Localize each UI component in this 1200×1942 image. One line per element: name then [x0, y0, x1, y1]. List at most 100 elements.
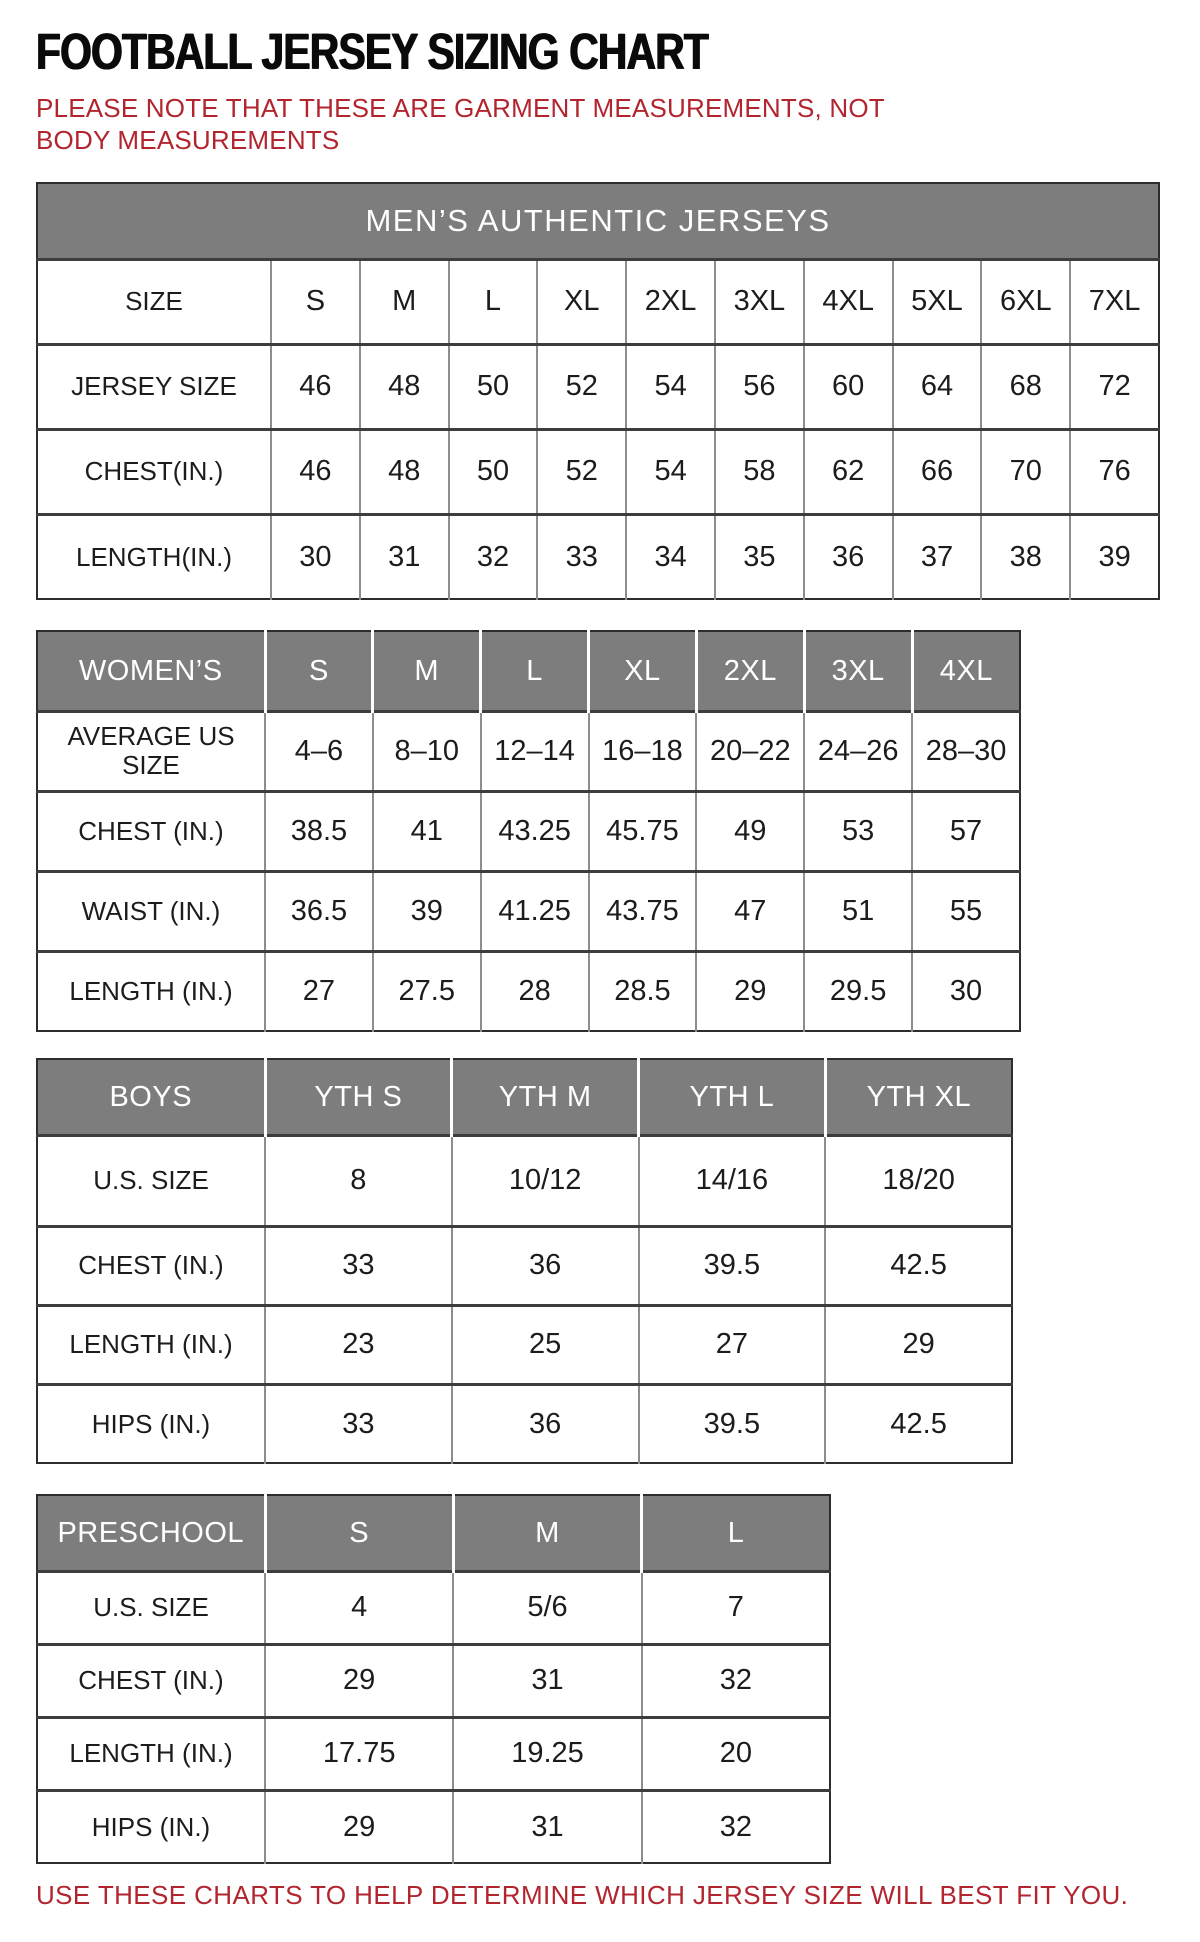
value-cell: 33 [536, 514, 627, 600]
value-cell: 32 [640, 1790, 830, 1864]
value-cell: 35 [713, 514, 804, 600]
value-cell: 48 [358, 429, 449, 515]
value-cell: 33 [264, 1226, 452, 1306]
value-cell: 58 [713, 429, 804, 515]
table-row: U.S. SIZE 8 10/12 14/16 18/20 [37, 1135, 1012, 1227]
value-cell: 29 [824, 1305, 1012, 1385]
value-cell: 48 [358, 344, 449, 430]
table-row: CHEST (IN.) 38.5 41 43.25 45.75 49 53 57 [37, 791, 1020, 872]
value-cell: 37 [891, 514, 982, 600]
value-cell: 54 [625, 344, 715, 430]
boys-header-label: BOYS [37, 1059, 265, 1136]
value-cell: 39 [371, 871, 481, 952]
table-row: U.S. SIZE 4 5/6 7 [37, 1571, 830, 1645]
table-header-row: WOMEN’S S M L XL 2XL 3XL 4XL [37, 631, 1020, 712]
value-cell: 4–6 [264, 711, 373, 792]
value-cell: 43.75 [587, 871, 697, 952]
value-cell: 68 [980, 344, 1071, 430]
row-label: JERSEY SIZE [71, 371, 237, 402]
value-cell: 10/12 [450, 1135, 639, 1227]
column-header: 4XL [910, 631, 1020, 712]
value-cell: 16–18 [587, 711, 697, 792]
value-cell: 60 [802, 344, 893, 430]
value-cell: M [358, 259, 449, 345]
column-header: 2XL [694, 631, 805, 712]
mens-banner: MEN’S AUTHENTIC JERSEYS [37, 183, 1159, 260]
row-label: U.S. SIZE [93, 1592, 209, 1623]
value-cell: 5/6 [452, 1571, 642, 1645]
value-cell: 20 [640, 1717, 830, 1791]
value-cell: 19.25 [452, 1717, 642, 1791]
value-cell: 55 [911, 871, 1020, 952]
value-cell: 24–26 [803, 711, 913, 792]
value-cell: 33 [264, 1384, 452, 1464]
value-cell: 51 [803, 871, 913, 952]
row-label: LENGTH (IN.) [69, 1738, 233, 1769]
value-cell: 3XL [713, 259, 804, 345]
table-row: WAIST (IN.) 36.5 39 41.25 43.75 47 51 55 [37, 871, 1020, 952]
value-cell: 8 [264, 1135, 452, 1227]
value-cell: 28 [479, 951, 589, 1032]
mens-table: MEN’S AUTHENTIC JERSEYS SIZE S M L XL 2X… [36, 182, 1160, 601]
value-cell: 27 [637, 1305, 826, 1385]
value-cell: 4XL [802, 259, 893, 345]
column-header: S [263, 1495, 454, 1572]
value-cell: 64 [891, 344, 982, 430]
value-cell: 31 [452, 1644, 642, 1718]
column-header: 3XL [802, 631, 913, 712]
value-cell: 36.5 [264, 871, 373, 952]
column-header: YTH M [450, 1059, 639, 1136]
value-cell: 32 [640, 1644, 830, 1718]
value-cell: 2XL [625, 259, 715, 345]
row-label: U.S. SIZE [93, 1165, 209, 1196]
value-cell: 6XL [980, 259, 1071, 345]
value-cell: 39.5 [637, 1384, 826, 1464]
row-label: LENGTH (IN.) [69, 1329, 233, 1360]
table-row: JERSEY SIZE 46 48 50 52 54 56 60 64 68 7… [37, 344, 1159, 430]
column-header: L [479, 631, 589, 712]
value-cell: 28.5 [587, 951, 697, 1032]
value-cell: 66 [891, 429, 982, 515]
value-cell: 29.5 [803, 951, 913, 1032]
table-header-row: PRESCHOOL S M L [37, 1495, 830, 1572]
table-row: HIPS (IN.) 29 31 32 [37, 1790, 830, 1864]
value-cell: 46 [270, 344, 360, 430]
preschool-header-label: PRESCHOOL [37, 1495, 265, 1572]
value-cell: XL [536, 259, 627, 345]
table-row: CHEST (IN.) 29 31 32 [37, 1644, 830, 1718]
table-row: MEN’S AUTHENTIC JERSEYS [37, 183, 1159, 260]
womens-header-label: WOMEN’S [37, 631, 265, 712]
column-header: M [371, 631, 481, 712]
value-cell: 30 [911, 951, 1020, 1032]
row-label: CHEST(IN.) [84, 456, 224, 487]
fit-guidance-note: USE THESE CHARTS TO HELP DETERMINE WHICH… [36, 1880, 1129, 1911]
column-header: YTH XL [823, 1059, 1012, 1136]
row-label: CHEST (IN.) [78, 1665, 224, 1696]
table-header-row: BOYS YTH S YTH M YTH L YTH XL [37, 1059, 1012, 1136]
value-cell: 42.5 [824, 1226, 1012, 1306]
value-cell: 47 [695, 871, 805, 952]
value-cell: 7XL [1069, 259, 1159, 345]
value-cell: 56 [713, 344, 804, 430]
value-cell: 36 [802, 514, 893, 600]
page-title: FOOTBALL JERSEY SIZING CHART [36, 23, 709, 80]
value-cell: 54 [625, 429, 715, 515]
value-cell: 43.25 [479, 791, 589, 872]
value-cell: 34 [625, 514, 715, 600]
value-cell: 31 [358, 514, 449, 600]
row-label: CHEST (IN.) [78, 815, 224, 846]
value-cell: 30 [270, 514, 360, 600]
value-cell: 41.25 [479, 871, 589, 952]
value-cell: 32 [447, 514, 538, 600]
table-row: AVERAGE US SIZE 4–6 8–10 12–14 16–18 20–… [37, 711, 1020, 792]
value-cell: 45.75 [587, 791, 697, 872]
value-cell: 4 [263, 1571, 454, 1645]
value-cell: 7 [640, 1571, 830, 1645]
column-header: XL [587, 631, 697, 712]
value-cell: 57 [911, 791, 1020, 872]
value-cell: 41 [371, 791, 481, 872]
boys-table: BOYS YTH S YTH M YTH L YTH XL U.S. SIZE … [36, 1058, 1013, 1465]
value-cell: 38 [980, 514, 1071, 600]
row-label: LENGTH (IN.) [69, 976, 233, 1007]
value-cell: 27.5 [371, 951, 481, 1032]
